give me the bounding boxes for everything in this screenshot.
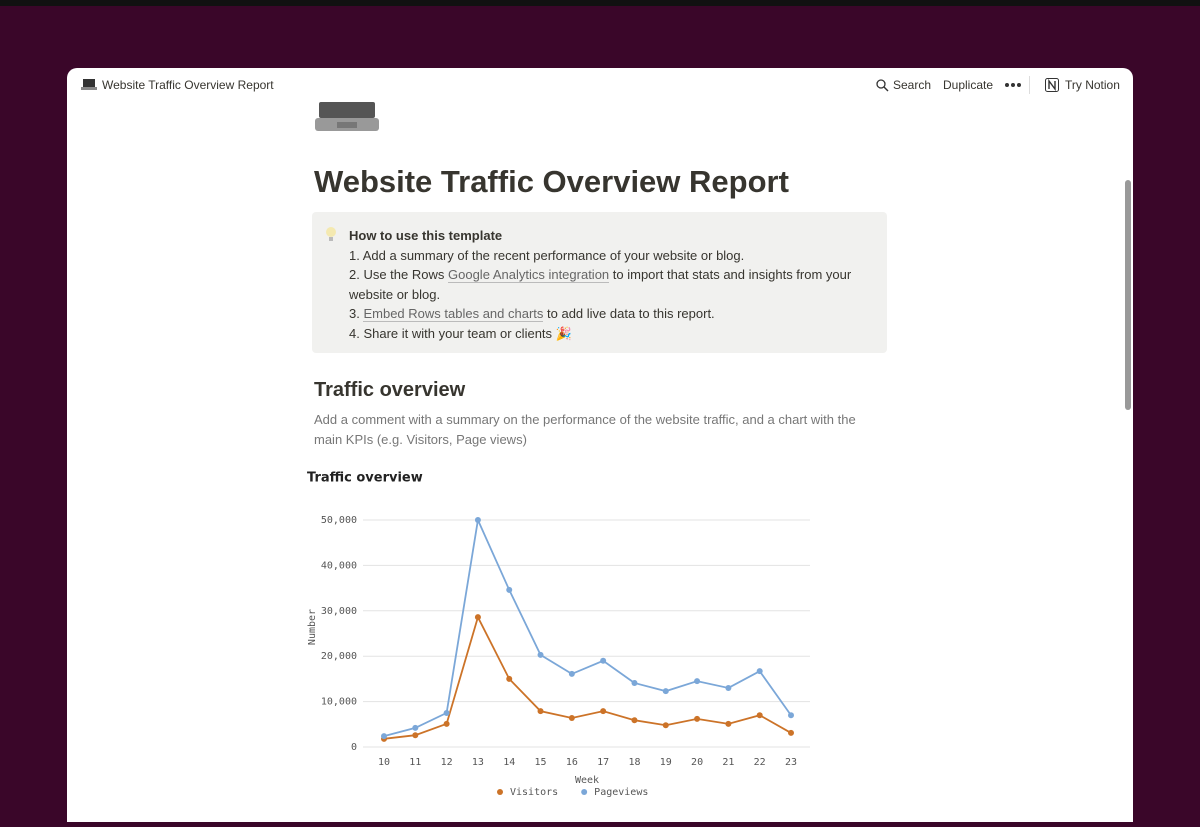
series-line xyxy=(383,516,792,737)
more-button[interactable] xyxy=(1004,82,1022,88)
x-tick-label: 16 xyxy=(566,757,578,768)
window: Website Traffic Overview Report Search D… xyxy=(67,68,1133,822)
x-tick-label: 23 xyxy=(785,757,797,768)
data-point xyxy=(474,517,481,523)
callout-item: 3. Embed Rows tables and charts to add l… xyxy=(349,304,887,324)
data-point xyxy=(568,714,575,721)
data-point xyxy=(631,717,638,724)
y-tick-label: 0 xyxy=(351,742,357,753)
x-tick-label: 14 xyxy=(503,757,515,768)
x-tick-label: 12 xyxy=(441,757,453,768)
x-tick-label: 21 xyxy=(722,757,734,768)
x-tick-label: 18 xyxy=(628,757,640,768)
page-title: Website Traffic Overview Report xyxy=(314,164,789,199)
legend-label: Pageviews xyxy=(594,787,648,798)
text: to import that stats and insights from y… xyxy=(349,267,852,302)
data-point xyxy=(662,722,669,729)
page-name[interactable]: Website Traffic Overview Report xyxy=(102,78,274,92)
link[interactable]: Google Analytics integration xyxy=(448,267,610,283)
data-point xyxy=(474,614,481,621)
data-point xyxy=(725,720,732,727)
callout-heading: How to use this template xyxy=(349,228,503,243)
link[interactable]: Embed Rows tables and charts xyxy=(363,306,544,322)
chart-title: Traffic overview xyxy=(307,471,423,486)
x-tick-label: 13 xyxy=(472,757,484,768)
callout-item: 4. Share it with your team or clients 🎉 xyxy=(349,324,887,344)
try-notion-button[interactable]: Try Notion xyxy=(1065,78,1120,92)
text: 2. Use the Rows xyxy=(349,267,448,282)
y-axis-label: Number xyxy=(307,609,318,645)
callout: How to use this template 1. Add a summar… xyxy=(312,212,887,353)
x-tick-label: 20 xyxy=(691,757,703,768)
x-tick-label: 17 xyxy=(597,757,609,768)
y-tick-label: 10,000 xyxy=(321,697,357,708)
legend-marker xyxy=(497,789,503,795)
x-tick-label: 15 xyxy=(535,757,547,768)
data-point xyxy=(694,678,701,685)
text: to add live data to this report. xyxy=(543,306,715,321)
data-point xyxy=(600,657,607,664)
x-tick-label: 19 xyxy=(660,757,672,768)
data-point xyxy=(756,712,763,719)
data-point xyxy=(568,670,575,677)
legend-label: Visitors xyxy=(510,787,558,798)
cover-icon xyxy=(315,102,379,131)
y-tick-label: 40,000 xyxy=(321,560,357,571)
data-point xyxy=(537,708,544,715)
data-point xyxy=(631,679,638,686)
x-tick-label: 11 xyxy=(409,757,421,768)
data-point xyxy=(600,708,607,715)
series-line xyxy=(383,614,792,740)
data-point xyxy=(443,709,450,716)
callout-item: 1. Add a summary of the recent performan… xyxy=(349,246,887,266)
data-point xyxy=(788,729,794,736)
x-tick-label: 22 xyxy=(754,757,766,768)
bulb-icon xyxy=(326,227,336,241)
data-point xyxy=(694,715,701,722)
data-point xyxy=(412,724,419,731)
legend-marker xyxy=(581,789,588,795)
data-point xyxy=(756,668,763,675)
data-point xyxy=(537,651,544,658)
section-comment: Add a comment with a summary on the perf… xyxy=(314,412,856,447)
y-tick-label: 20,000 xyxy=(321,651,357,662)
data-point xyxy=(725,684,732,691)
scrollbar[interactable] xyxy=(1125,180,1131,410)
y-tick-label: 30,000 xyxy=(321,606,357,617)
divider xyxy=(1029,76,1030,94)
search-icon xyxy=(876,79,889,92)
data-point xyxy=(788,712,794,719)
x-tick-label: 10 xyxy=(378,757,390,768)
notion-logo xyxy=(1045,78,1059,92)
data-point xyxy=(506,586,513,593)
data-point xyxy=(662,688,669,695)
data-point xyxy=(381,733,387,740)
page-icon xyxy=(81,79,97,90)
text: 1. Add a summary of the recent performan… xyxy=(349,247,745,263)
data-point xyxy=(506,675,513,682)
duplicate-button[interactable]: Duplicate xyxy=(943,78,994,92)
search-button[interactable]: Search xyxy=(893,78,932,92)
section-heading: Traffic overview xyxy=(314,379,466,401)
data-point xyxy=(443,720,450,727)
text: 4. Share it with your team or clients 🎉 xyxy=(349,325,572,341)
top-strip xyxy=(0,0,1200,6)
callout-item: 2. Use the Rows Google Analytics integra… xyxy=(349,265,887,304)
y-tick-label: 50,000 xyxy=(321,515,357,526)
text: 3. xyxy=(349,306,364,321)
data-point xyxy=(412,732,419,739)
x-axis-label: Week xyxy=(575,775,599,786)
